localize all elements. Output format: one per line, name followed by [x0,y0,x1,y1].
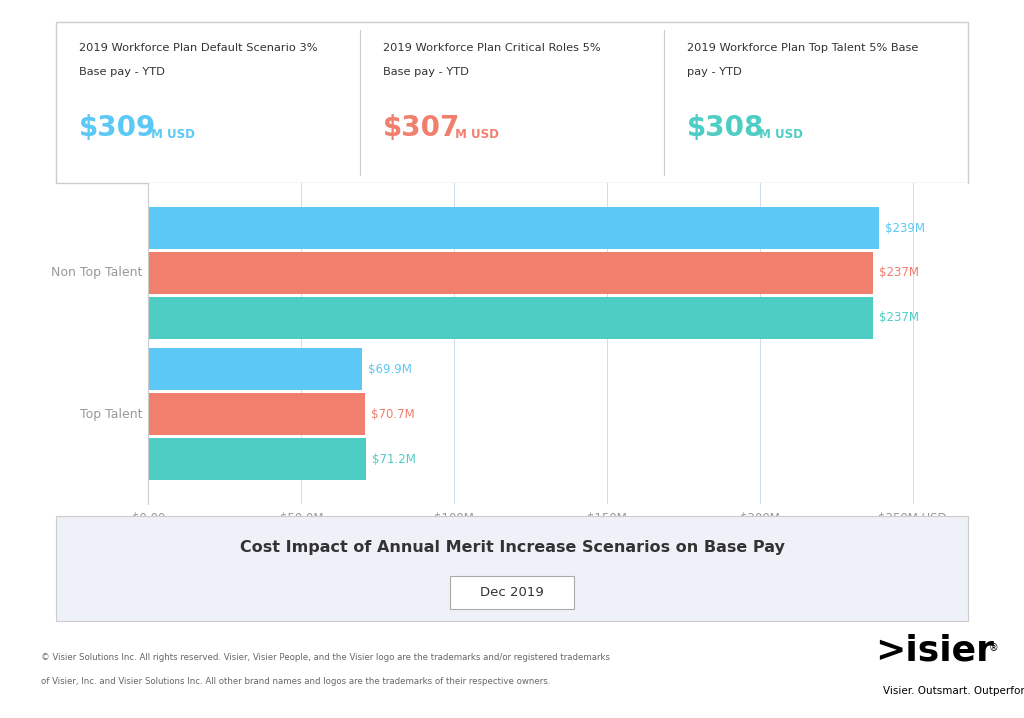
Text: $239M: $239M [885,222,925,235]
Text: 2019 Workforce Plan Default Scenario 3%: 2019 Workforce Plan Default Scenario 3% [79,42,317,52]
FancyBboxPatch shape [451,576,573,610]
Text: $309: $309 [79,114,157,142]
Bar [148,297,872,339]
Text: © Visier Solutions Inc. All rights reserved. Visier, Visier People, and the Visi: © Visier Solutions Inc. All rights reser… [41,653,610,663]
FancyBboxPatch shape [56,516,968,621]
Text: pay - YTD: pay - YTD [687,67,741,77]
Text: 2019 Workforce Plan Critical Roles 5%: 2019 Workforce Plan Critical Roles 5% [383,42,600,52]
Text: $69.9M: $69.9M [369,363,412,376]
Text: $307: $307 [383,114,460,142]
Text: $308: $308 [687,114,764,142]
Text: M USD: M USD [147,128,196,141]
Text: $70.7M: $70.7M [371,408,415,421]
Bar [148,208,879,249]
Text: $237M: $237M [879,312,919,325]
FancyBboxPatch shape [56,22,968,183]
Text: Dec 2019: Dec 2019 [480,586,544,599]
Text: Base pay - YTD: Base pay - YTD [383,67,469,77]
Text: M USD: M USD [755,128,803,141]
Text: Cost Impact of Annual Merit Increase Scenarios on Base Pay: Cost Impact of Annual Merit Increase Sce… [240,540,784,555]
Text: M USD: M USD [452,128,499,141]
Bar [148,393,365,435]
Text: Non Top Talent: Non Top Talent [51,266,142,279]
Text: of Visier, Inc. and Visier Solutions Inc. All other brand names and logos are th: of Visier, Inc. and Visier Solutions Inc… [41,676,550,686]
Text: Top Talent: Top Talent [80,408,142,421]
Bar [148,252,872,294]
Bar [148,438,367,480]
Text: Base pay - YTD: Base pay - YTD [79,67,165,77]
Text: Visier. Outsmart. Outperform.: Visier. Outsmart. Outperform. [883,686,1024,696]
Bar [148,348,362,390]
Text: ®: ® [988,643,998,653]
Text: 2019 Workforce Plan Top Talent 5% Base: 2019 Workforce Plan Top Talent 5% Base [687,42,919,52]
Text: $71.2M: $71.2M [373,452,416,465]
Text: >isier: >isier [876,633,994,667]
Text: $237M: $237M [879,266,919,279]
